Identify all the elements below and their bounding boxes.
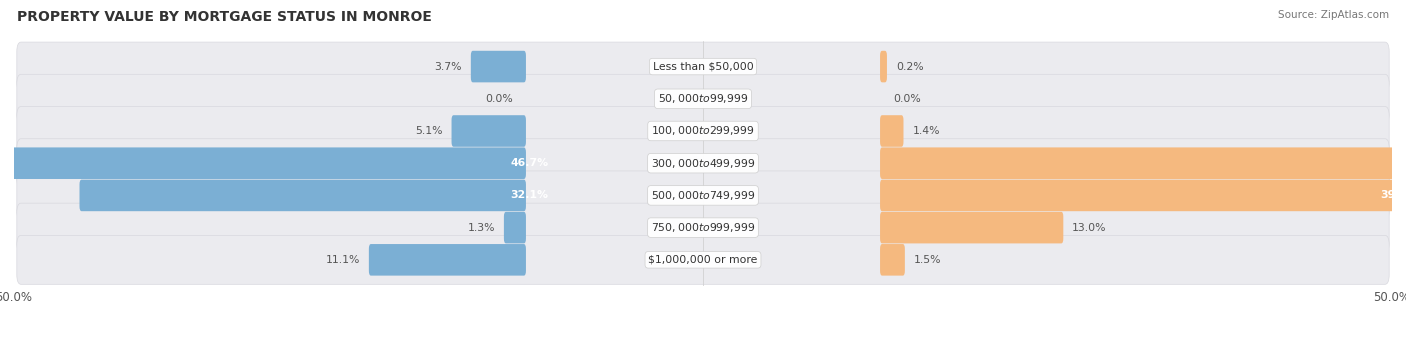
FancyBboxPatch shape [880, 180, 1406, 211]
FancyBboxPatch shape [80, 180, 526, 211]
FancyBboxPatch shape [451, 115, 526, 147]
Text: 1.3%: 1.3% [467, 223, 495, 233]
Text: 46.7%: 46.7% [510, 158, 548, 168]
Text: $300,000 to $499,999: $300,000 to $499,999 [651, 157, 755, 170]
Text: $500,000 to $749,999: $500,000 to $749,999 [651, 189, 755, 202]
Text: 0.0%: 0.0% [893, 94, 921, 104]
Text: 11.1%: 11.1% [326, 255, 360, 265]
FancyBboxPatch shape [17, 139, 1389, 188]
FancyBboxPatch shape [17, 203, 1389, 252]
Text: 32.1%: 32.1% [510, 190, 548, 200]
FancyBboxPatch shape [880, 148, 1406, 179]
FancyBboxPatch shape [17, 106, 1389, 155]
Text: PROPERTY VALUE BY MORTGAGE STATUS IN MONROE: PROPERTY VALUE BY MORTGAGE STATUS IN MON… [17, 10, 432, 24]
Text: 0.2%: 0.2% [896, 62, 924, 71]
FancyBboxPatch shape [471, 51, 526, 82]
Text: $1,000,000 or more: $1,000,000 or more [648, 255, 758, 265]
Text: 0.0%: 0.0% [485, 94, 513, 104]
Text: 1.5%: 1.5% [914, 255, 941, 265]
FancyBboxPatch shape [17, 171, 1389, 220]
FancyBboxPatch shape [880, 244, 905, 276]
Text: $100,000 to $299,999: $100,000 to $299,999 [651, 124, 755, 137]
FancyBboxPatch shape [368, 244, 526, 276]
FancyBboxPatch shape [17, 42, 1389, 91]
FancyBboxPatch shape [17, 74, 1389, 123]
Text: Less than $50,000: Less than $50,000 [652, 62, 754, 71]
Text: $750,000 to $999,999: $750,000 to $999,999 [651, 221, 755, 234]
Text: Source: ZipAtlas.com: Source: ZipAtlas.com [1278, 10, 1389, 20]
Legend: Without Mortgage, With Mortgage: Without Mortgage, With Mortgage [572, 336, 834, 340]
Text: 5.1%: 5.1% [415, 126, 443, 136]
Text: 39.9%: 39.9% [1381, 190, 1406, 200]
Text: 13.0%: 13.0% [1073, 223, 1107, 233]
Text: 1.4%: 1.4% [912, 126, 941, 136]
FancyBboxPatch shape [880, 212, 1063, 243]
Text: $50,000 to $99,999: $50,000 to $99,999 [658, 92, 748, 105]
FancyBboxPatch shape [503, 212, 526, 243]
FancyBboxPatch shape [17, 235, 1389, 284]
FancyBboxPatch shape [0, 148, 526, 179]
FancyBboxPatch shape [880, 51, 887, 82]
FancyBboxPatch shape [880, 115, 904, 147]
Text: 3.7%: 3.7% [434, 62, 461, 71]
